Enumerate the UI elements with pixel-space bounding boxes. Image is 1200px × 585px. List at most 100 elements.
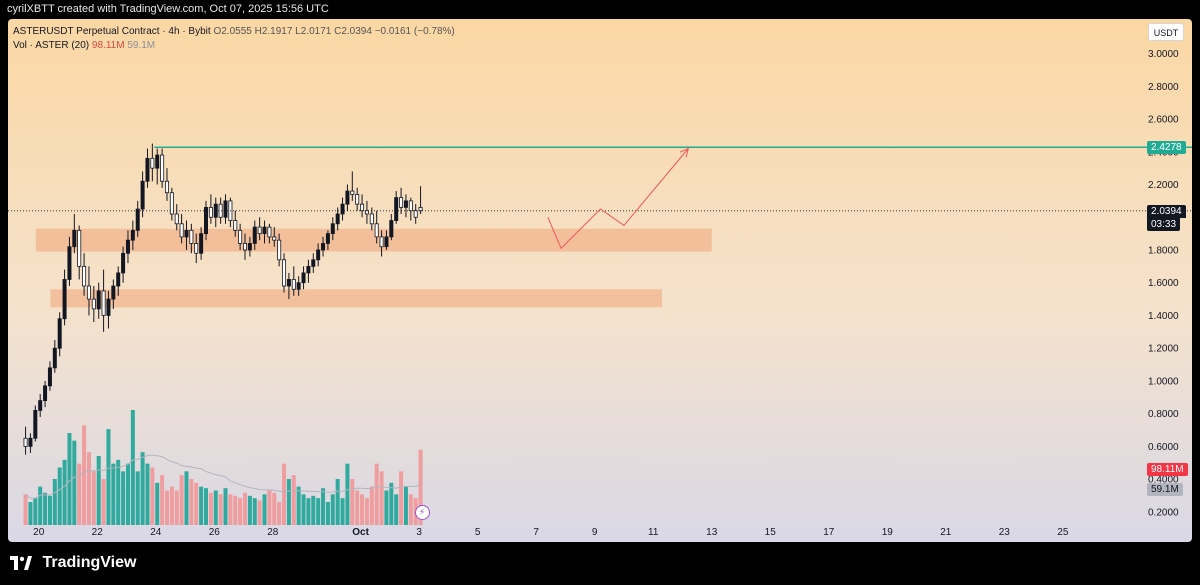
volume-bar <box>345 463 350 525</box>
candle-body <box>282 259 287 287</box>
candle-body <box>130 229 135 241</box>
x-tick-label: 3 <box>416 527 422 538</box>
candle-body <box>62 279 67 320</box>
y-tick-label: 0.6000 <box>1148 442 1179 453</box>
candle-body <box>335 213 340 225</box>
volume-bar <box>335 479 340 525</box>
volume-bar <box>369 486 374 525</box>
volume-bar <box>374 463 379 525</box>
bar-countdown-tag: 03:33 <box>1147 217 1181 231</box>
volume-layer <box>23 410 423 525</box>
candle-body <box>369 213 374 225</box>
legend-row-volume: Vol · ASTER (20) 98.11M 59.1M <box>13 39 455 53</box>
volume-ma-tag: 59.1M <box>1147 483 1183 496</box>
volume-bar <box>150 467 155 525</box>
candle-body <box>301 272 306 284</box>
volume-bar <box>52 479 57 525</box>
candle-body <box>169 192 174 215</box>
volume-value: 98.11M <box>91 40 125 51</box>
candle-body <box>106 298 111 316</box>
volume-bar <box>247 495 252 525</box>
x-tick-label: 28 <box>267 527 279 538</box>
candle-body <box>91 298 96 310</box>
candle-body <box>403 200 408 208</box>
candle-body <box>116 272 121 287</box>
candle-body <box>345 190 350 205</box>
volume-bar <box>47 495 52 525</box>
volume-bar <box>321 488 326 525</box>
volume-bar <box>384 490 389 525</box>
candle-body <box>286 279 291 287</box>
x-tick-label: 20 <box>33 527 45 538</box>
candle-body <box>379 236 384 248</box>
volume-bar <box>189 479 194 525</box>
x-tick-label: 5 <box>475 527 481 538</box>
candle-body <box>189 229 194 244</box>
volume-bar <box>399 471 404 525</box>
volume-bar <box>23 494 28 525</box>
volume-bar <box>91 471 96 525</box>
volume-bar <box>86 452 91 525</box>
volume-bar <box>179 475 184 525</box>
candle-body <box>96 290 101 310</box>
candle-body <box>23 437 28 447</box>
volume-bar <box>106 429 111 525</box>
y-tick-label: 1.8000 <box>1148 245 1179 256</box>
volume-bar <box>325 502 330 525</box>
volume-bar <box>57 467 62 525</box>
candle-body <box>121 252 126 274</box>
x-tick-label: 15 <box>765 527 777 538</box>
volume-price-tag: 98.11M <box>1147 463 1188 476</box>
x-tick-label: 17 <box>823 527 835 538</box>
chart-frame[interactable]: 20 22 24 26 28 Oct 3 5 7 9 11 13 15 17 19 21 23 25 3.0000… <box>8 19 1192 542</box>
x-tick-label: 7 <box>533 527 539 538</box>
volume-bar <box>130 410 135 525</box>
volume-bar <box>350 479 355 525</box>
volume-bar <box>379 471 384 525</box>
candle-body <box>179 223 184 238</box>
projection-path <box>547 148 689 250</box>
symbol-description[interactable]: ASTERUSDT Perpetual Contract · 4h · Bybi… <box>13 26 211 37</box>
x-tick-label: Oct <box>352 527 369 538</box>
candle-body <box>272 236 277 241</box>
candle-body <box>238 229 243 244</box>
volume-bar <box>272 492 277 525</box>
currency-button[interactable]: USDT <box>1148 23 1184 41</box>
x-axis: 20 22 24 26 28 Oct 3 5 7 9 11 13 15 17 19 21 23 25 <box>33 527 1069 538</box>
footer: TradingView <box>0 542 1200 585</box>
price-chart[interactable]: 20 22 24 26 28 Oct 3 5 7 9 11 13 15 17 19 21 23 25 3.0000… <box>8 19 1192 542</box>
candle-body <box>72 229 77 248</box>
flash-icon[interactable]: ⚡ <box>414 505 430 520</box>
chart-background <box>8 19 1192 542</box>
candles-layer <box>23 143 423 455</box>
volume-bar <box>311 495 316 525</box>
y-tick-label: 1.4000 <box>1148 311 1179 322</box>
volume-bar <box>291 475 296 525</box>
volume-bar <box>125 463 130 525</box>
volume-bar <box>135 471 140 525</box>
y-tick-label: 0.8000 <box>1148 409 1179 420</box>
volume-bar <box>208 492 213 525</box>
candle-body <box>86 285 91 300</box>
tradingview-brand[interactable]: TradingView <box>10 553 136 573</box>
candle-body <box>374 223 379 238</box>
candle-body <box>257 226 262 235</box>
volume-bar <box>403 486 408 525</box>
volume-bar <box>38 486 43 525</box>
demand-zone-1 <box>35 228 712 252</box>
y-tick-label: 1.0000 <box>1148 376 1179 387</box>
candle-body <box>160 154 165 182</box>
candle-body <box>277 239 282 261</box>
volume-bar <box>286 479 291 525</box>
volume-indicator-label[interactable]: Vol · ASTER (20) <box>13 40 90 51</box>
candle-body <box>360 203 365 212</box>
volume-bar <box>116 459 121 525</box>
volume-bar <box>282 463 287 525</box>
volume-bar <box>252 498 257 525</box>
y-tick-label: 2.2000 <box>1148 180 1179 191</box>
volume-ma-line <box>25 454 421 499</box>
candle-body <box>340 203 345 215</box>
volume-bar <box>330 494 335 525</box>
volume-bar <box>418 449 423 525</box>
candle-body <box>67 246 72 280</box>
